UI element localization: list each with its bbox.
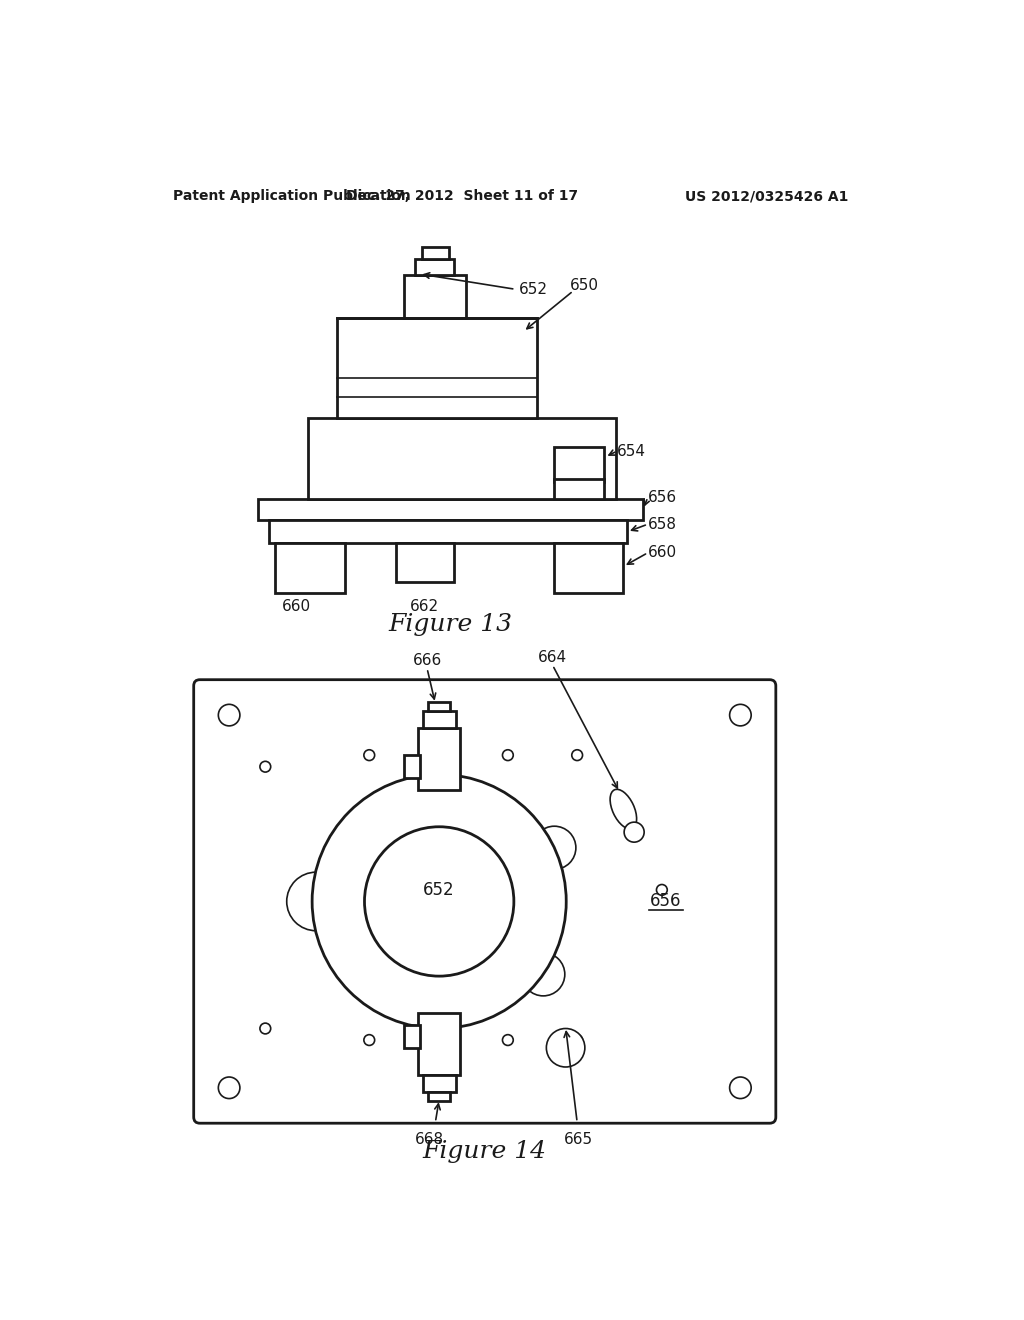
Circle shape: [260, 1023, 270, 1034]
Bar: [307, 418, 615, 499]
Bar: [403, 276, 466, 318]
Ellipse shape: [610, 789, 637, 829]
Circle shape: [547, 1028, 585, 1067]
Bar: [404, 755, 420, 779]
Text: 650: 650: [569, 279, 598, 293]
Circle shape: [218, 705, 240, 726]
Circle shape: [730, 705, 752, 726]
Circle shape: [364, 1035, 375, 1045]
Text: 660: 660: [282, 599, 310, 614]
Text: 668: 668: [416, 1133, 444, 1147]
FancyBboxPatch shape: [194, 680, 776, 1123]
Circle shape: [656, 884, 668, 895]
Circle shape: [312, 775, 566, 1028]
Bar: [428, 1092, 451, 1101]
Bar: [423, 1074, 456, 1092]
Bar: [416, 259, 454, 276]
Bar: [422, 247, 449, 259]
Bar: [428, 702, 451, 711]
Bar: [554, 479, 604, 499]
Bar: [404, 1024, 420, 1048]
Text: Figure 14: Figure 14: [423, 1140, 547, 1163]
Text: 662: 662: [411, 599, 439, 614]
Bar: [418, 729, 461, 789]
Circle shape: [218, 1077, 240, 1098]
Circle shape: [365, 826, 514, 977]
Text: 654: 654: [617, 444, 646, 458]
Text: 665: 665: [564, 1133, 593, 1147]
Text: US 2012/0325426 A1: US 2012/0325426 A1: [685, 189, 848, 203]
Bar: [337, 318, 538, 418]
Bar: [396, 544, 454, 582]
Circle shape: [571, 1035, 583, 1045]
Bar: [423, 711, 456, 729]
Text: 656: 656: [648, 490, 677, 504]
Text: 666: 666: [413, 653, 441, 668]
Text: 658: 658: [648, 516, 677, 532]
Bar: [269, 520, 628, 544]
Text: 652: 652: [423, 880, 455, 899]
Circle shape: [521, 953, 565, 995]
Circle shape: [532, 826, 575, 870]
Bar: [554, 447, 604, 482]
Bar: [418, 1014, 461, 1074]
Circle shape: [260, 762, 270, 772]
Bar: [258, 499, 643, 520]
Text: Patent Application Publication: Patent Application Publication: [173, 189, 411, 203]
Text: 656: 656: [650, 892, 681, 911]
Circle shape: [625, 822, 644, 842]
Bar: [554, 544, 624, 594]
Text: 664: 664: [538, 649, 567, 665]
Circle shape: [364, 750, 375, 760]
Text: 660: 660: [648, 545, 677, 560]
Text: 652: 652: [518, 281, 548, 297]
Text: Figure 13: Figure 13: [388, 612, 512, 636]
Circle shape: [503, 1035, 513, 1045]
Circle shape: [730, 1077, 752, 1098]
Text: Dec. 27, 2012  Sheet 11 of 17: Dec. 27, 2012 Sheet 11 of 17: [345, 189, 578, 203]
Circle shape: [503, 750, 513, 760]
Circle shape: [571, 750, 583, 760]
Circle shape: [287, 873, 345, 931]
Bar: [275, 544, 345, 594]
